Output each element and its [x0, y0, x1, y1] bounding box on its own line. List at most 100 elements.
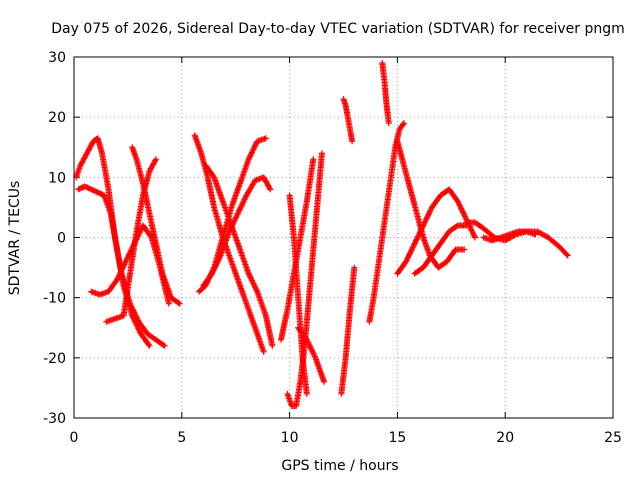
data-point — [152, 157, 159, 164]
data-point — [118, 266, 125, 273]
data-point — [248, 149, 255, 156]
data-point — [246, 273, 253, 280]
series-arc-02 — [75, 183, 153, 349]
data-point — [405, 254, 412, 261]
series-arc-22 — [480, 228, 539, 244]
data-point — [425, 211, 432, 218]
data-point — [266, 185, 273, 192]
series-arc-04 — [103, 156, 159, 325]
data-point — [414, 234, 421, 241]
x-tick-labels: 0 5 10 15 20 25 — [70, 430, 622, 446]
data-point — [133, 322, 140, 329]
data-point — [216, 253, 223, 260]
data-point — [161, 342, 168, 349]
data-point — [234, 210, 241, 217]
y-tick-label: -10 — [43, 291, 66, 307]
data-point — [423, 215, 430, 222]
data-point — [470, 230, 477, 237]
data-point — [405, 253, 412, 260]
data-point — [233, 213, 240, 220]
data-point — [385, 120, 392, 127]
data-point — [421, 219, 428, 226]
data-point — [241, 196, 248, 203]
data-point — [455, 199, 462, 206]
data-point — [253, 287, 260, 294]
data-point — [468, 226, 475, 233]
data-point — [417, 228, 424, 235]
data-point — [251, 283, 258, 290]
data-point — [210, 266, 217, 273]
data-point — [403, 258, 410, 265]
data-point — [303, 390, 310, 397]
data-point — [426, 209, 433, 216]
data-point — [461, 212, 468, 219]
x-tick-label: 10 — [281, 430, 299, 446]
data-point — [309, 347, 316, 354]
data-point — [305, 339, 312, 346]
data-point — [134, 323, 141, 330]
series-arc-20 — [411, 222, 470, 277]
data-point — [459, 208, 466, 215]
y-tick-label: -30 — [43, 411, 66, 427]
data-point — [175, 299, 182, 306]
data-point — [210, 267, 217, 274]
data-point — [238, 202, 245, 209]
data-point — [176, 300, 183, 307]
data-point — [129, 312, 136, 319]
data-point — [152, 156, 159, 163]
data-point — [242, 195, 249, 202]
data-point — [422, 218, 429, 225]
data-point — [124, 255, 131, 262]
data-point — [404, 255, 411, 262]
data-point — [165, 300, 172, 307]
data-point — [216, 255, 223, 262]
data-point — [245, 270, 252, 277]
data-point — [122, 258, 129, 265]
data-point — [454, 198, 461, 205]
data-point — [410, 243, 417, 250]
data-point — [117, 269, 124, 276]
data-point — [311, 352, 318, 359]
series-arc-08 — [200, 174, 274, 289]
data-point — [424, 212, 431, 219]
data-point — [307, 345, 314, 352]
data-point — [249, 147, 256, 154]
series-arc-18 — [394, 138, 468, 271]
chart-title: Day 075 of 2026, Sidereal Day-to-day VTE… — [51, 21, 625, 37]
data-point — [456, 201, 463, 208]
data-point — [462, 213, 469, 220]
data-point — [136, 327, 143, 334]
data-point — [122, 259, 129, 266]
data-point — [457, 203, 464, 210]
data-point — [132, 319, 139, 326]
x-tick-label: 15 — [388, 430, 406, 446]
series-arc-17 — [379, 60, 392, 127]
data-point — [252, 141, 259, 148]
data-point — [412, 239, 419, 246]
x-tick-label: 0 — [70, 430, 79, 446]
data-point — [248, 277, 255, 284]
data-point — [469, 228, 476, 235]
data-point — [412, 237, 419, 244]
data-point — [400, 121, 407, 128]
data-point — [461, 246, 468, 253]
data-point — [453, 223, 460, 230]
data-point — [114, 275, 121, 282]
series-arc-16 — [366, 120, 407, 325]
data-point — [249, 278, 256, 285]
series-arc-13 — [295, 324, 328, 385]
data-point — [403, 257, 410, 264]
data-point — [416, 230, 423, 237]
data-point — [306, 342, 313, 349]
data-point — [252, 285, 259, 292]
data-point — [472, 234, 479, 241]
data-point — [121, 261, 128, 268]
data-point — [303, 336, 310, 343]
data-point — [246, 271, 253, 278]
data-point — [240, 197, 247, 204]
data-point — [236, 207, 243, 214]
data-point — [460, 209, 467, 216]
data-point — [411, 240, 418, 247]
data-point — [460, 210, 467, 217]
